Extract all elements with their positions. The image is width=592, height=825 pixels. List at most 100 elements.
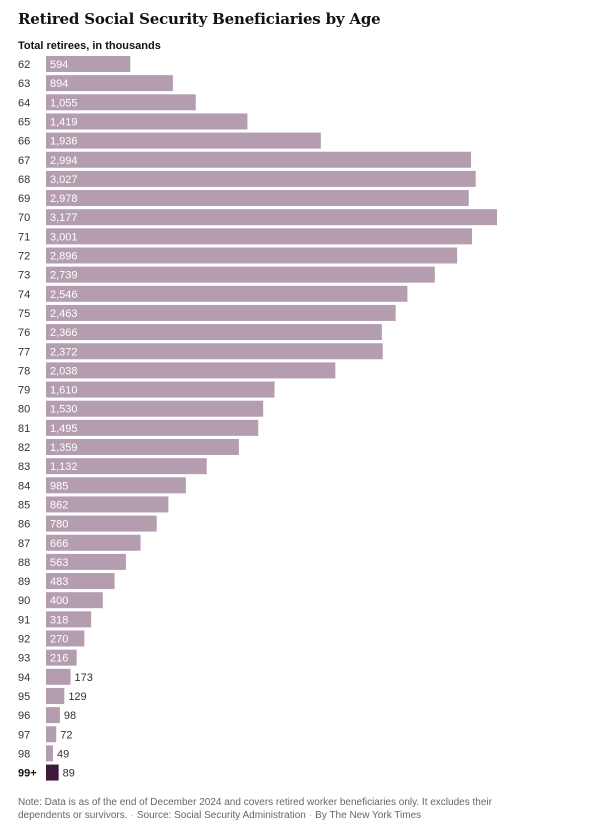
- value-label: 1,359: [50, 442, 78, 454]
- bar: [46, 381, 275, 398]
- separator-dot: ·: [308, 810, 313, 821]
- value-label: 216: [50, 653, 68, 665]
- category-label: 79: [18, 385, 30, 397]
- category-label: 73: [18, 270, 30, 282]
- source-text: Source: Social Security Administration: [136, 810, 306, 821]
- value-label: 2,994: [50, 155, 78, 167]
- category-label: 70: [18, 212, 30, 224]
- chart-title: Retired Social Security Beneficiaries by…: [18, 10, 381, 28]
- bar: [46, 113, 248, 130]
- bar: [46, 362, 336, 379]
- value-label: 1,132: [50, 461, 78, 473]
- category-label: 64: [18, 97, 30, 109]
- bar: [46, 726, 57, 743]
- value-label: 2,038: [50, 365, 78, 377]
- category-label: 98: [18, 748, 30, 760]
- bar: [46, 630, 85, 647]
- value-label: 2,978: [50, 193, 78, 205]
- category-label: 97: [18, 729, 30, 741]
- value-label: 1,495: [50, 423, 78, 435]
- value-label: 862: [50, 499, 68, 511]
- value-label: 3,001: [50, 231, 78, 243]
- bar: [46, 745, 53, 762]
- value-label: 129: [68, 691, 86, 703]
- bar: [46, 419, 259, 436]
- credit-text: By The New York Times: [315, 810, 422, 821]
- value-label: 2,372: [50, 346, 78, 358]
- bar: [46, 56, 131, 72]
- bar: [46, 209, 497, 226]
- value-label: 563: [50, 557, 68, 569]
- bar: [46, 132, 321, 149]
- bar: [46, 534, 141, 551]
- category-label: 82: [18, 442, 30, 454]
- value-label: 173: [75, 672, 93, 684]
- value-label: 2,739: [50, 270, 78, 282]
- category-label: 94: [18, 672, 30, 684]
- bar: [46, 496, 169, 513]
- bar: [46, 668, 71, 685]
- category-label: 71: [18, 231, 30, 243]
- bar: [46, 228, 473, 245]
- bar: [46, 304, 396, 321]
- value-label: 483: [50, 576, 68, 588]
- category-label: 78: [18, 365, 30, 377]
- category-label: 80: [18, 404, 30, 416]
- category-label: 85: [18, 499, 30, 511]
- category-label: 83: [18, 461, 30, 473]
- bar: [46, 592, 103, 609]
- bar: [46, 324, 382, 341]
- category-label: 81: [18, 423, 30, 435]
- category-label: 91: [18, 614, 30, 626]
- bar: [46, 190, 469, 207]
- category-label: 96: [18, 710, 30, 722]
- category-label: 93: [18, 653, 30, 665]
- value-label: 985: [50, 480, 68, 492]
- category-label: 68: [18, 174, 30, 186]
- bar: [46, 687, 65, 704]
- category-label: 67: [18, 155, 30, 167]
- bar: [46, 764, 59, 781]
- bar: [46, 94, 196, 111]
- value-label: 1,936: [50, 136, 78, 148]
- bar: [46, 439, 239, 455]
- value-label: 98: [64, 710, 76, 722]
- value-label: 89: [63, 768, 75, 780]
- value-label: 2,463: [50, 308, 78, 320]
- bar: [46, 247, 458, 264]
- category-label: 87: [18, 538, 30, 550]
- bar: [46, 515, 157, 532]
- category-label: 76: [18, 327, 30, 339]
- bar: [46, 266, 435, 283]
- separator-dot: ·: [130, 810, 134, 821]
- value-label: 1,419: [50, 116, 78, 128]
- value-label: 780: [50, 519, 68, 531]
- category-label: 86: [18, 519, 30, 531]
- value-label: 1,055: [50, 97, 78, 109]
- category-label: 74: [18, 289, 30, 301]
- bar: [46, 477, 186, 494]
- bar: [46, 707, 60, 724]
- value-label: 3,177: [50, 212, 78, 224]
- bar: [46, 400, 264, 417]
- value-label: 594: [50, 59, 68, 71]
- category-label: 84: [18, 480, 30, 492]
- value-label: 666: [50, 538, 68, 550]
- bar: [46, 75, 173, 92]
- category-label: 65: [18, 116, 30, 128]
- bar: [46, 170, 476, 187]
- category-label: 99+: [18, 768, 37, 780]
- value-label: 3,027: [50, 174, 78, 186]
- chart-subtitle: Total retirees, in thousands: [18, 40, 161, 52]
- footnote: Note: Data is as of the end of December …: [18, 796, 538, 822]
- bar: [46, 553, 126, 570]
- category-label: 63: [18, 78, 30, 90]
- category-label: 77: [18, 346, 30, 358]
- value-label: 318: [50, 614, 68, 626]
- bar: [46, 285, 408, 302]
- bar-chart: 62 594 63 894 64 1,055 65 1,419 66 1,936 67 2,994 68…: [18, 56, 497, 781]
- bar: [46, 151, 472, 168]
- value-label: 2,546: [50, 289, 78, 301]
- value-label: 2,366: [50, 327, 78, 339]
- value-label: 1,610: [50, 385, 78, 397]
